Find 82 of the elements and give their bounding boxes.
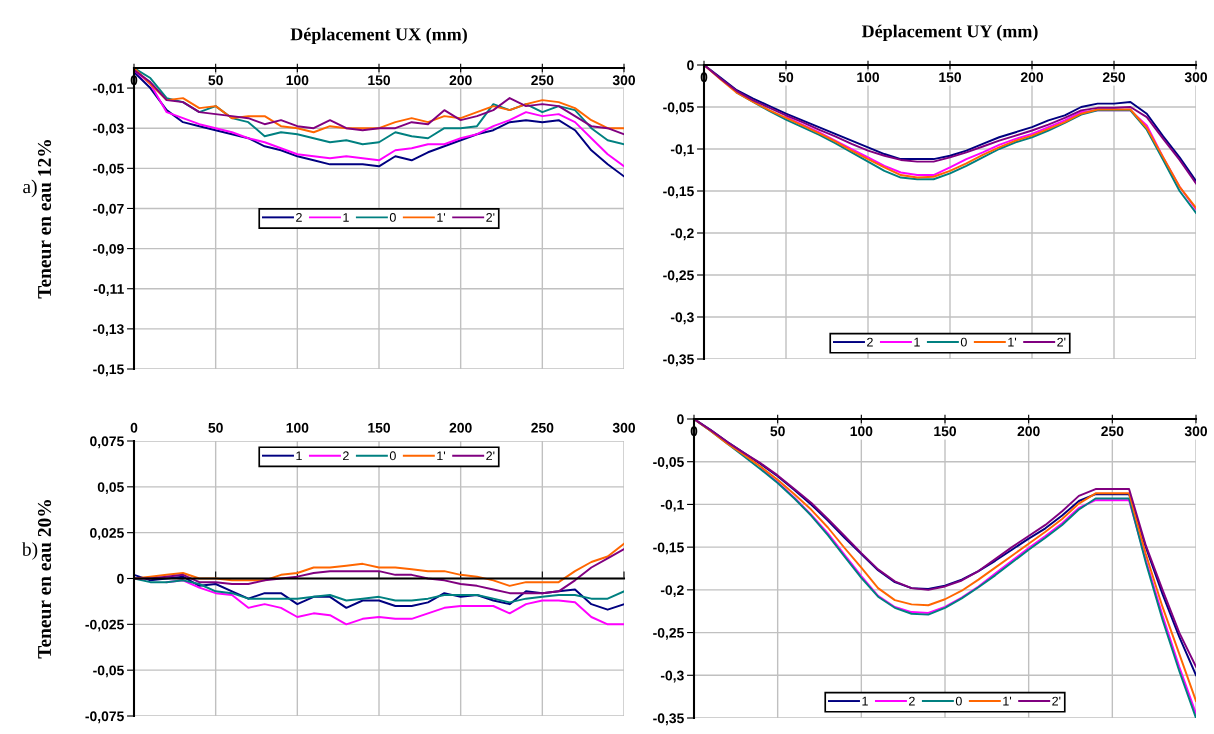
legend-label: 2 — [343, 451, 349, 461]
y-tick-label: -0,05 — [93, 163, 124, 176]
y-axis-title: Teneur en eau 12% — [37, 140, 52, 299]
y-tick-label: -0,25 — [653, 627, 684, 640]
x-tick-label: 250 — [1102, 72, 1126, 83]
y-tick-label: -0,2 — [670, 228, 694, 241]
y-tick-label: -0,1 — [670, 144, 694, 157]
y-tick-label: -0,25 — [663, 270, 694, 283]
y-tick-label: -0,15 — [653, 542, 684, 555]
legend-label: 0 — [960, 337, 967, 347]
legend-label: 1' — [437, 213, 446, 222]
y-tick-label: -0,075 — [85, 711, 124, 724]
y-tick-label: -0,1 — [660, 499, 684, 512]
y-tick-label: -0,09 — [93, 243, 124, 256]
x-tick-label: 300 — [1184, 426, 1208, 437]
y-tick-label: -0,03 — [93, 123, 124, 136]
x-tick-label: 250 — [1101, 426, 1124, 437]
legend-label: 0 — [389, 213, 396, 222]
y-tick-label: 0 — [677, 414, 684, 425]
y-tick-label: -0,2 — [660, 585, 684, 598]
y-tick-label: -0,3 — [670, 312, 694, 325]
chart-title: Déplacement UY (mm) — [861, 24, 1038, 42]
y-tick-label: -0,11 — [93, 284, 124, 296]
x-tick-label: 50 — [208, 75, 223, 86]
x-tick-label: 300 — [1184, 72, 1208, 83]
x-tick-label: 0 — [130, 422, 138, 433]
x-tick-label: 150 — [934, 426, 957, 437]
legend-label: 1 — [343, 213, 349, 222]
y-tick-label: 0,025 — [90, 528, 124, 540]
x-tick-label: 200 — [449, 75, 472, 86]
x-tick-label: 200 — [1017, 426, 1040, 437]
x-tick-label: 150 — [368, 75, 391, 86]
y-tick-label: -0,05 — [93, 665, 124, 678]
legend-label: 2 — [909, 696, 915, 706]
x-tick-label: 100 — [286, 422, 309, 433]
chart-title: Déplacement UX (mm) — [290, 27, 467, 45]
legend-label: 1' — [1008, 337, 1017, 347]
y-tick-label: -0,05 — [653, 457, 684, 469]
legend-label: 1 — [914, 337, 920, 347]
text: a) — [23, 179, 37, 198]
legend-label: 1 — [862, 696, 868, 706]
y-axis-title: Teneur en eau 20% — [37, 500, 52, 659]
x-tick-label: 50 — [778, 72, 794, 83]
y-tick-label: -0,35 — [663, 354, 694, 367]
legend-label: 0 — [389, 451, 396, 461]
y-tick-label: -0,13 — [93, 324, 124, 337]
y-tick-label: -0,35 — [653, 713, 684, 726]
legend-label: 0 — [955, 696, 962, 706]
x-tick-label: 300 — [612, 75, 636, 86]
y-tick-label: 0 — [687, 60, 694, 71]
x-tick-label: 150 — [368, 422, 391, 433]
y-tick-label: -0,15 — [663, 186, 694, 199]
x-tick-label: 100 — [850, 426, 873, 437]
legend-label: 2 — [296, 213, 302, 222]
y-tick-label: -0,01 — [93, 83, 124, 96]
x-tick-label: 50 — [208, 422, 223, 433]
x-tick-label: 150 — [939, 72, 962, 83]
x-tick-label: 200 — [1020, 72, 1044, 83]
text: b) — [21, 542, 38, 560]
legend-label: 1 — [296, 451, 302, 461]
legend-label: 1' — [437, 451, 446, 461]
x-tick-label: 100 — [857, 72, 880, 83]
x-tick-label: 250 — [531, 75, 554, 86]
x-tick-label: 50 — [770, 426, 785, 437]
legend-label: 2' — [1057, 337, 1066, 347]
y-tick-label: -0,15 — [93, 364, 124, 377]
legend-label: 2 — [867, 337, 873, 347]
legend-label: 2' — [486, 213, 495, 222]
x-tick-label: 100 — [286, 75, 309, 86]
legend-label: 2' — [486, 451, 495, 461]
x-tick-label: 300 — [612, 422, 636, 433]
y-tick-label: 0 — [117, 573, 124, 584]
y-tick-label: -0,3 — [660, 670, 684, 683]
x-tick-label: 200 — [449, 422, 472, 433]
y-tick-label: 0,075 — [90, 436, 124, 449]
legend-label: 1' — [1003, 696, 1012, 706]
y-tick-label: 0,05 — [97, 482, 124, 495]
x-tick-label: 250 — [531, 422, 554, 433]
y-tick-label: -0,07 — [93, 203, 124, 216]
legend-label: 2' — [1052, 696, 1061, 706]
y-tick-label: -0,05 — [663, 102, 694, 115]
y-tick-label: -0,025 — [85, 619, 124, 632]
